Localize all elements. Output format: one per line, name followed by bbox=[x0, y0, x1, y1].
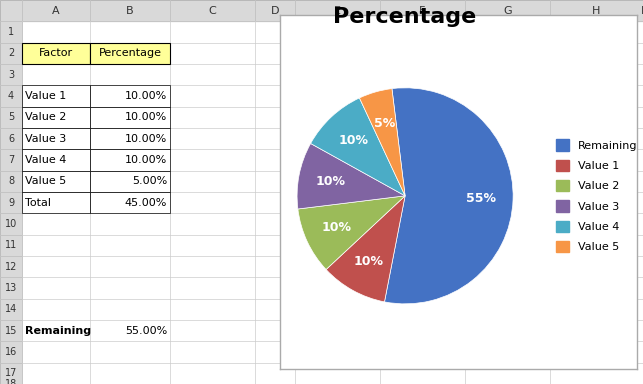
Text: Value 5: Value 5 bbox=[25, 176, 66, 186]
Bar bbox=[465, 0, 550, 22]
Bar bbox=[380, 0, 465, 22]
Text: 10%: 10% bbox=[338, 134, 368, 147]
Wedge shape bbox=[311, 98, 405, 196]
Text: Percentage: Percentage bbox=[98, 48, 161, 58]
Bar bbox=[22, 149, 90, 170]
Bar bbox=[90, 128, 170, 149]
Text: Remaining: Remaining bbox=[25, 326, 91, 336]
Bar bbox=[22, 0, 90, 22]
Bar bbox=[0, 170, 22, 192]
Text: Factor: Factor bbox=[39, 48, 73, 58]
Bar bbox=[0, 0, 643, 22]
Text: A: A bbox=[52, 6, 60, 16]
Bar bbox=[0, 362, 22, 384]
Text: 10.00%: 10.00% bbox=[125, 155, 167, 165]
Bar bbox=[0, 43, 22, 64]
Wedge shape bbox=[326, 196, 405, 302]
Text: 45.00%: 45.00% bbox=[125, 198, 167, 208]
Bar bbox=[90, 192, 170, 214]
Text: C: C bbox=[208, 6, 217, 16]
Text: 10%: 10% bbox=[354, 255, 383, 268]
Text: 18: 18 bbox=[5, 379, 17, 384]
Text: 10%: 10% bbox=[316, 175, 346, 188]
Text: 55.00%: 55.00% bbox=[125, 326, 167, 336]
Bar bbox=[90, 170, 170, 192]
Text: Value 4: Value 4 bbox=[25, 155, 66, 165]
Text: F: F bbox=[419, 6, 426, 16]
Text: 5.00%: 5.00% bbox=[132, 176, 167, 186]
Text: 2: 2 bbox=[8, 48, 14, 58]
Text: E: E bbox=[334, 6, 341, 16]
Bar bbox=[0, 299, 22, 320]
Text: 12: 12 bbox=[5, 262, 17, 271]
Bar bbox=[22, 170, 90, 192]
Text: 15: 15 bbox=[5, 326, 17, 336]
Bar bbox=[0, 0, 22, 22]
Bar bbox=[22, 192, 90, 214]
Bar bbox=[90, 43, 170, 64]
Text: 5%: 5% bbox=[374, 117, 395, 130]
Text: 6: 6 bbox=[8, 134, 14, 144]
Text: 14: 14 bbox=[5, 305, 17, 314]
Text: 10.00%: 10.00% bbox=[125, 113, 167, 122]
Bar bbox=[90, 107, 170, 128]
Text: 3: 3 bbox=[8, 70, 14, 79]
Text: 55%: 55% bbox=[466, 192, 496, 205]
Bar bbox=[0, 107, 22, 128]
Text: I: I bbox=[641, 6, 643, 16]
Text: D: D bbox=[271, 6, 279, 16]
Bar bbox=[550, 0, 643, 22]
Text: 5: 5 bbox=[8, 113, 14, 122]
Text: 17: 17 bbox=[5, 368, 17, 378]
Text: 7: 7 bbox=[8, 155, 14, 165]
Text: 1: 1 bbox=[8, 27, 14, 37]
Text: 9: 9 bbox=[8, 198, 14, 208]
Legend: Remaining, Value 1, Value 2, Value 3, Value 4, Value 5: Remaining, Value 1, Value 2, Value 3, Va… bbox=[551, 135, 642, 257]
Bar bbox=[0, 22, 22, 43]
Wedge shape bbox=[298, 196, 405, 270]
Bar bbox=[22, 85, 90, 107]
Bar bbox=[90, 149, 170, 170]
Bar bbox=[0, 149, 22, 170]
Bar bbox=[255, 0, 295, 22]
Title: Percentage: Percentage bbox=[334, 7, 476, 26]
Text: 10.00%: 10.00% bbox=[125, 134, 167, 144]
Bar bbox=[90, 0, 170, 22]
Bar bbox=[22, 128, 90, 149]
Text: 10%: 10% bbox=[322, 221, 352, 234]
Bar bbox=[0, 320, 22, 341]
Text: H: H bbox=[592, 6, 601, 16]
Bar bbox=[0, 214, 22, 235]
Text: G: G bbox=[503, 6, 512, 16]
Text: Value 3: Value 3 bbox=[25, 134, 66, 144]
Bar bbox=[0, 341, 22, 362]
Bar bbox=[0, 277, 22, 299]
Bar bbox=[295, 0, 380, 22]
Bar bbox=[0, 128, 22, 149]
Text: 10.00%: 10.00% bbox=[125, 91, 167, 101]
Text: Value 1: Value 1 bbox=[25, 91, 66, 101]
Wedge shape bbox=[385, 88, 513, 304]
Bar bbox=[0, 256, 22, 277]
Bar bbox=[0, 235, 22, 256]
Text: 10: 10 bbox=[5, 219, 17, 229]
Text: 11: 11 bbox=[5, 240, 17, 250]
Bar bbox=[0, 85, 22, 107]
Text: Total: Total bbox=[25, 198, 51, 208]
Bar bbox=[22, 43, 90, 64]
Bar bbox=[90, 85, 170, 107]
Text: 13: 13 bbox=[5, 283, 17, 293]
Text: B: B bbox=[126, 6, 134, 16]
Text: Value 2: Value 2 bbox=[25, 113, 66, 122]
Text: 4: 4 bbox=[8, 91, 14, 101]
Bar bbox=[22, 107, 90, 128]
Bar bbox=[170, 0, 255, 22]
Text: 8: 8 bbox=[8, 176, 14, 186]
Wedge shape bbox=[297, 144, 405, 209]
Bar bbox=[0, 64, 22, 85]
Text: 16: 16 bbox=[5, 347, 17, 357]
Bar bbox=[0, 192, 22, 214]
Wedge shape bbox=[359, 89, 405, 196]
